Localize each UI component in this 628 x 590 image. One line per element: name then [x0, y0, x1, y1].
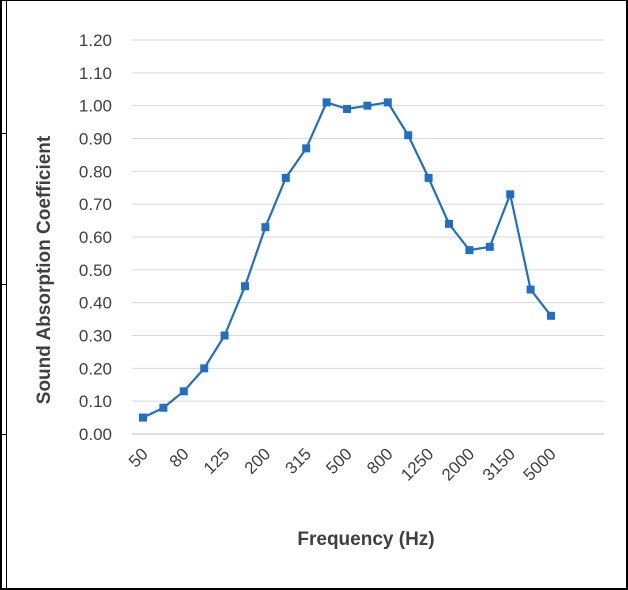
x-tick-labels: 50 80 125 200 315 500 800 1250 2000 3150 5000 [125, 444, 560, 484]
data-point-marker [261, 223, 270, 232]
y-tick-label: 0.40 [79, 294, 112, 313]
x-tick-label: 800 [363, 444, 396, 477]
y-tick-label: 1.10 [79, 64, 112, 83]
x-tick-label: 50 [125, 444, 152, 471]
y-tick-label: 0.70 [79, 195, 112, 214]
x-axis-title: Frequency (Hz) [297, 529, 434, 550]
data-point-marker [281, 173, 290, 182]
data-point-marker [547, 311, 555, 320]
data-point-marker [220, 331, 229, 340]
data-point-marker [526, 285, 535, 294]
data-point-marker [485, 242, 494, 251]
y-tick-label: 0.00 [79, 425, 112, 444]
frame-left-inner [6, 0, 7, 590]
x-tick-label: 80 [166, 444, 193, 471]
data-point-marker [241, 282, 249, 291]
gridlines [132, 39, 604, 435]
y-axis-title: Sound Absorption Coefficient [34, 135, 55, 404]
data-point-marker [159, 403, 168, 412]
data-point-marker [343, 104, 351, 113]
frame-right [626, 0, 628, 590]
data-point-marker [322, 98, 331, 107]
y-tick-label: 0.80 [79, 162, 112, 181]
data-point-marker [465, 246, 474, 255]
x-tick-label: 315 [282, 444, 315, 477]
y-tick-labels: 0.00 0.10 0.20 0.30 0.40 0.50 0.60 0.70 0.80 0.90… [79, 31, 112, 444]
x-tick-label: 200 [241, 444, 274, 477]
y-tick-label: 0.60 [79, 228, 112, 247]
data-point-marker [506, 190, 515, 199]
y-tick-label: 0.90 [79, 130, 112, 149]
data-point-marker [179, 387, 188, 396]
x-tick-label: 5000 [520, 444, 560, 484]
frame-top [0, 0, 628, 1]
y-tick-label: 1.00 [79, 97, 112, 116]
y-tick-label: 0.50 [79, 261, 112, 280]
data-point-marker [404, 131, 413, 140]
series-group [139, 98, 555, 422]
data-point-marker [424, 173, 433, 182]
data-point-marker [302, 144, 311, 153]
data-point-marker [363, 101, 372, 110]
data-point-marker [445, 219, 453, 228]
y-tick-label: 1.20 [79, 31, 112, 50]
frame-left-outer [0, 0, 2, 590]
data-point-marker [383, 98, 392, 107]
frame-bottom [0, 588, 628, 590]
x-tick-label: 1250 [397, 444, 437, 484]
frame-stub [0, 284, 7, 285]
y-tick-label: 0.10 [79, 392, 112, 411]
frame-stub [0, 434, 7, 435]
x-tick-label: 3150 [479, 444, 519, 484]
data-point-marker [139, 413, 147, 422]
x-tick-label: 500 [322, 444, 355, 477]
x-tick-label: 125 [200, 444, 233, 477]
x-tick-label: 2000 [438, 444, 478, 484]
y-tick-label: 0.30 [79, 327, 112, 346]
data-point-marker [200, 364, 209, 373]
frame-stub [0, 133, 7, 134]
y-tick-label: 0.20 [79, 359, 112, 378]
